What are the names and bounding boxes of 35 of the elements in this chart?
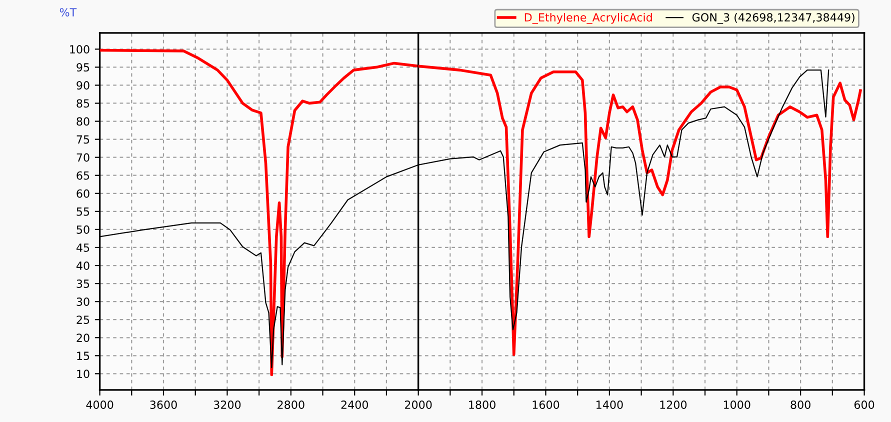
x-tick-label: 1200 [660, 400, 687, 409]
y-tick-label: 95 [76, 63, 90, 72]
x-tick-label: 2000 [405, 400, 432, 409]
y-tick-label: 40 [76, 261, 90, 270]
y-tick-label: 90 [76, 81, 90, 90]
x-tick-label: 4000 [86, 400, 114, 409]
x-tick-label: 600 [854, 400, 874, 409]
legend-label: D_Ethylene_AcrylicAcid [524, 12, 652, 24]
y-tick-label: 30 [76, 298, 90, 306]
y-tick-label: 80 [76, 117, 90, 126]
y-tick-label: 15 [77, 352, 90, 360]
y-tick-label: 100 [70, 45, 90, 54]
y-tick-label: 45 [76, 244, 90, 252]
x-tick-label: 1800 [469, 400, 496, 409]
x-tick-label: 1000 [724, 400, 750, 409]
x-tick-label: 1600 [532, 400, 560, 409]
y-tick-label: 65 [76, 171, 90, 180]
x-tick-label: 2800 [278, 400, 304, 409]
x-tick-label: 3200 [214, 400, 241, 409]
y-tick-label: 85 [76, 99, 90, 108]
x-tick-label: 3600 [150, 400, 177, 409]
y-tick-label: 10 [77, 370, 90, 378]
legend-label: GON_3 (42698,12347,38449) [692, 12, 854, 24]
y-tick-label: 70 [76, 153, 90, 162]
x-tick-label: 2400 [341, 400, 368, 409]
x-tick-label: 1400 [596, 400, 623, 409]
y-tick-label: 20 [76, 334, 90, 342]
y-tick-label: 60 [76, 189, 90, 198]
y-tick-label: 55 [76, 208, 90, 216]
x-tick-label: 800 [790, 400, 810, 409]
y-tick-label: 75 [76, 135, 90, 144]
y-tick-label: 25 [76, 316, 90, 324]
y-axis-title: %T [60, 8, 77, 16]
y-tick-label: 50 [76, 225, 90, 234]
y-tick-label: 35 [76, 280, 90, 288]
